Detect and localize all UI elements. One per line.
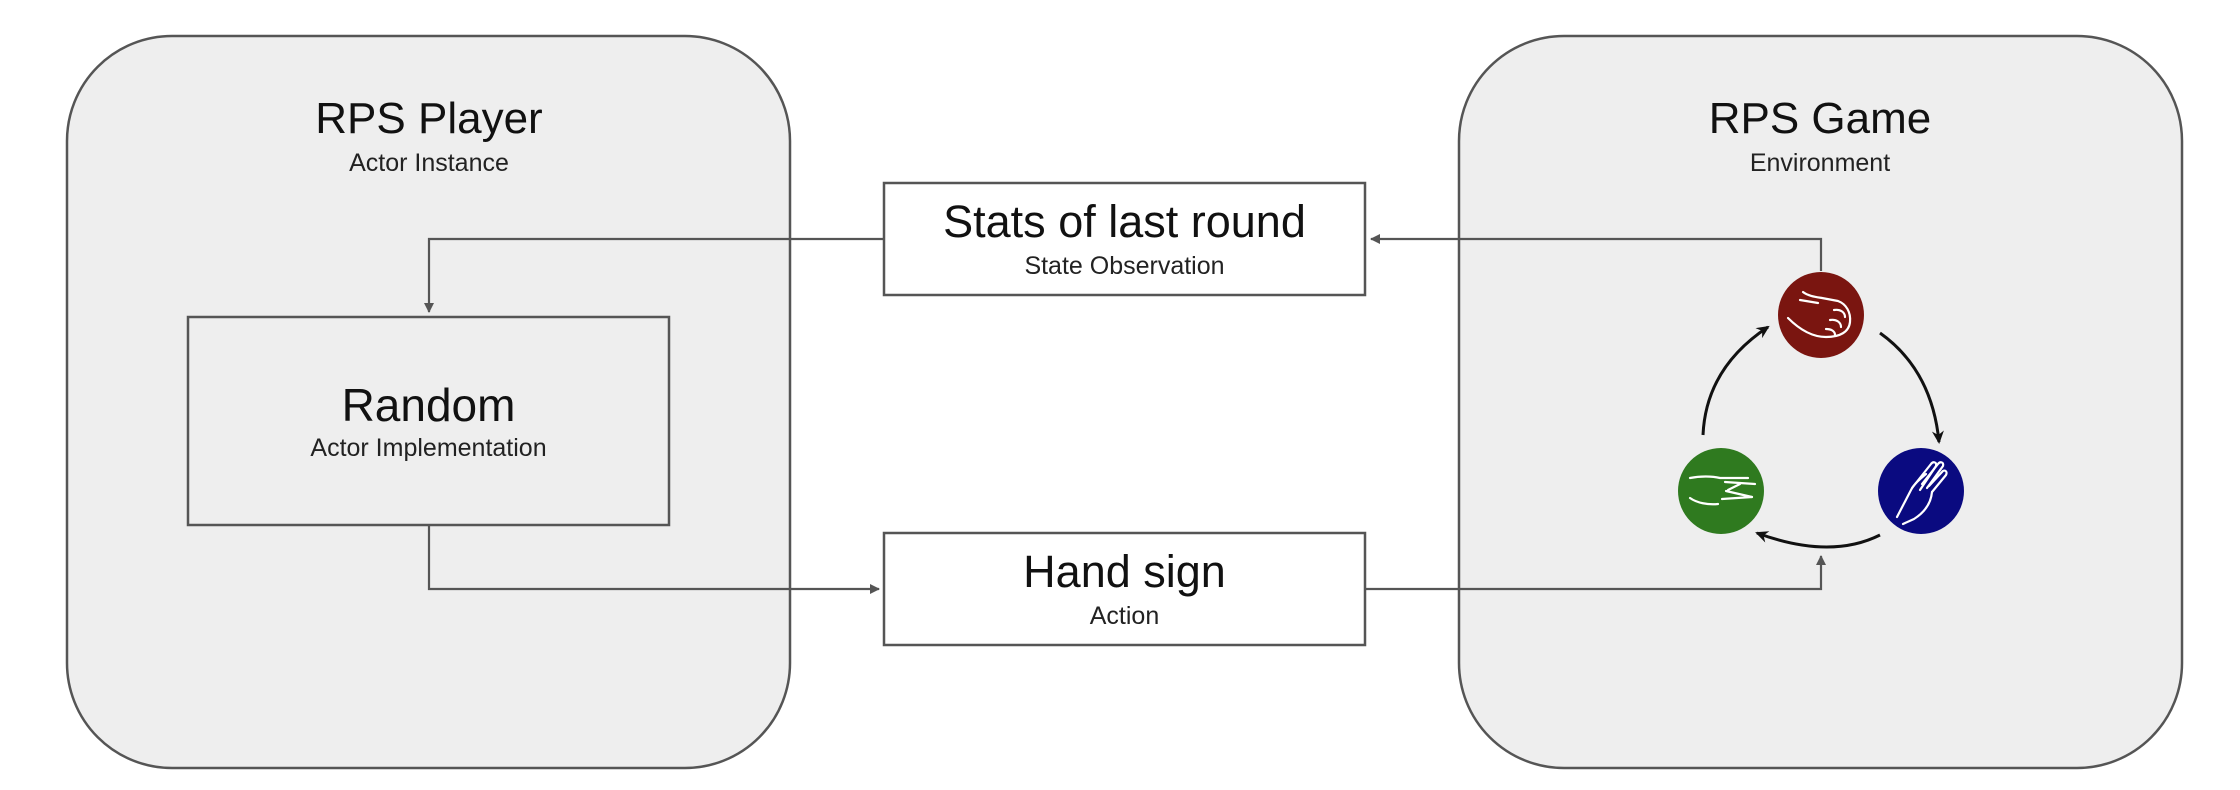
observation-subtitle: State Observation <box>1024 252 1225 280</box>
action-title: Hand sign <box>1023 546 1226 597</box>
scissors-circle <box>1678 448 1764 534</box>
fist-icon <box>1786 290 1852 339</box>
action-subtitle: Action <box>1089 602 1160 630</box>
game-title: RPS Game <box>1708 94 1932 143</box>
player-subtitle: Actor Instance <box>349 149 509 177</box>
paper-sign <box>1878 448 1964 534</box>
player-title: RPS Player <box>315 94 543 143</box>
rps-game-container <box>1457 34 2184 770</box>
scissors-sign <box>1678 448 1764 534</box>
cycle-arrow-scissors-to-rock <box>1701 325 1770 436</box>
open-hand-icon <box>1895 461 1948 526</box>
game-subtitle: Environment <box>1749 149 1891 177</box>
implementation-title: Random <box>341 379 516 431</box>
rock-sign <box>1778 272 1864 358</box>
implementation-to-action-connector <box>427 525 880 594</box>
game-to-observation-connector <box>1370 234 1823 271</box>
observation-to-implementation-connector <box>424 237 884 313</box>
action-to-game-connector <box>1365 555 1826 591</box>
implementation-subtitle: Actor Implementation <box>310 434 547 462</box>
rock-circle <box>1778 272 1864 358</box>
cycle-arrow-paper-to-scissors <box>1755 531 1881 549</box>
two-fingers-icon <box>1688 475 1757 506</box>
observation-title: Stats of last round <box>943 196 1306 247</box>
paper-circle <box>1878 448 1964 534</box>
cycle-arrow-rock-to-paper <box>1879 331 1944 444</box>
